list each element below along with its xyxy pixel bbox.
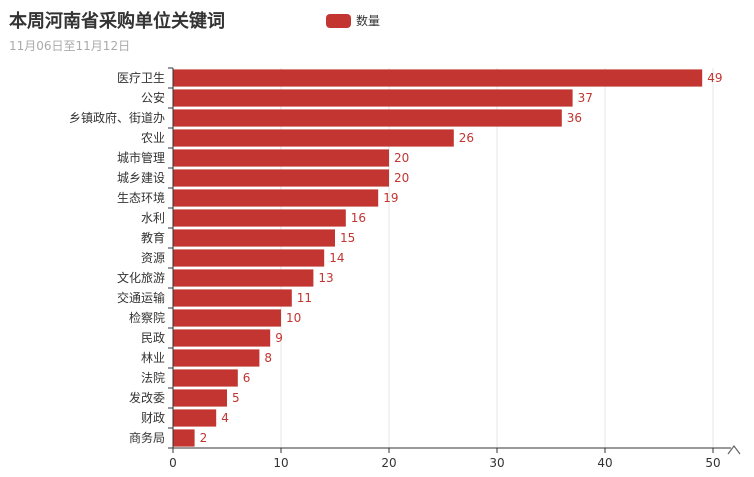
x-tick-label: 50 [705,456,720,470]
data-label: 13 [318,271,333,285]
bar [173,209,346,227]
data-label: 15 [340,231,355,245]
y-tick-label: 民政 [141,331,165,345]
y-tick-label: 林业 [141,351,165,365]
chart-subtitle: 11月06日至11月12日 [9,39,131,53]
bar [173,129,454,147]
y-tick-label: 检察院 [129,310,165,325]
y-tick-label: 水利 [141,211,165,225]
x-tick-label: 10 [273,456,288,470]
data-label: 8 [264,351,272,365]
data-label: 14 [329,251,344,265]
y-tick-label: 文化旅游 [117,270,165,285]
data-label: 5 [232,391,240,405]
y-tick-label: 农业 [141,131,165,145]
bar [173,69,703,87]
bar [173,249,325,267]
y-tick-label: 公安 [141,90,165,105]
bar [173,269,314,287]
legend-label: 数量 [356,14,381,28]
data-label: 20 [394,171,409,185]
bar [173,429,195,447]
data-label: 36 [567,111,582,125]
data-label: 9 [275,331,283,345]
y-tick-label: 医疗卫生 [117,71,165,85]
data-label: 6 [243,371,251,385]
bar [173,369,238,387]
data-label: 4 [221,411,229,425]
y-tick-label: 法院 [141,371,165,385]
bar [173,169,389,187]
y-tick-label: 城乡建设 [117,171,165,185]
data-label: 16 [351,211,366,225]
bar [173,149,389,167]
y-tick-label: 财政 [141,411,165,425]
x-tick-label: 20 [381,456,396,470]
bar [173,349,260,367]
y-tick-label: 教育 [141,230,165,245]
data-label: 26 [459,131,474,145]
y-tick-label: 交通运输 [117,290,165,305]
y-tick-label: 生态环境 [117,190,165,205]
data-label: 19 [383,191,398,205]
legend-swatch [326,13,351,28]
data-label: 2 [200,431,208,445]
data-label: 37 [578,91,593,105]
up-caret-icon [727,445,741,455]
data-label: 11 [297,291,312,305]
bar [173,309,281,327]
data-label: 49 [707,71,722,85]
data-label: 20 [394,151,409,165]
bar [173,289,292,307]
y-tick-label: 发改委 [129,390,165,405]
bar [173,389,227,407]
y-tick-label: 乡镇政府、街道办 [69,110,165,125]
x-tick-label: 0 [169,456,177,470]
chart-title: 本周河南省采购单位关键词 [9,11,225,32]
x-tick-label: 40 [597,456,612,470]
legend[interactable]: 数量 [326,12,380,29]
y-tick-label: 商务局 [129,430,165,445]
x-tick-label: 30 [489,456,504,470]
bar [173,109,562,127]
bar [173,189,379,207]
bar [173,329,271,347]
data-label: 10 [286,311,301,325]
bar [173,409,217,427]
y-tick-label: 资源 [141,251,165,265]
bar [173,229,335,247]
y-tick-label: 城市管理 [117,150,165,165]
bar [173,89,573,107]
